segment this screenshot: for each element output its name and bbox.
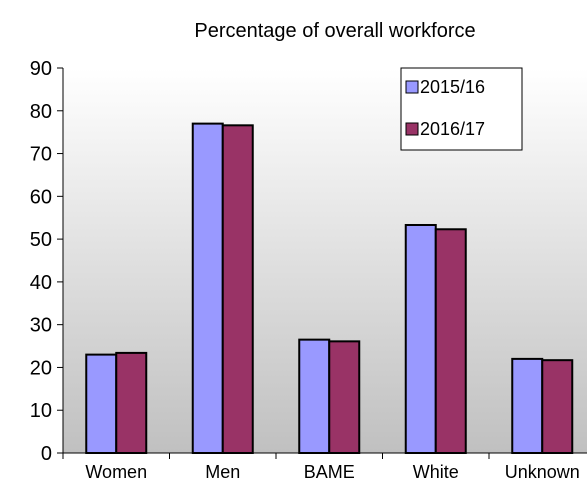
bar-unknown-2016-17 bbox=[541, 359, 574, 454]
x-tick-label-women: Women bbox=[85, 462, 147, 482]
bar-white-2016-17 bbox=[434, 228, 467, 454]
x-axis: Women Men BAME White Unknown bbox=[62, 452, 587, 482]
legend-label-2015-16: 2015/16 bbox=[420, 77, 485, 97]
x-tick-label-white: White bbox=[413, 462, 459, 482]
y-tick-label-70: 70 bbox=[30, 144, 52, 166]
bar-bame-2016-17 bbox=[328, 340, 361, 455]
legend-swatch-2015-16 bbox=[405, 80, 419, 94]
y-tick-label-50: 50 bbox=[30, 229, 52, 251]
y-tick-label-10: 10 bbox=[30, 400, 52, 422]
bar-women-2016-17 bbox=[115, 351, 148, 454]
y-tick-label-0: 0 bbox=[41, 443, 52, 465]
bar-men-2016-17 bbox=[221, 124, 254, 454]
legend-box bbox=[400, 67, 523, 151]
legend-label-2016-17: 2016/17 bbox=[420, 119, 485, 139]
bar-series bbox=[85, 122, 574, 455]
y-tick-label-90: 90 bbox=[30, 58, 52, 80]
y-axis: 0 10 20 30 40 50 60 70 80 90 bbox=[30, 58, 64, 465]
bar-bame-2015-16 bbox=[298, 338, 331, 454]
y-tick-label-80: 80 bbox=[30, 101, 52, 123]
x-tick-label-bame: BAME bbox=[304, 462, 355, 482]
bar-unknown-2015-16 bbox=[511, 357, 544, 454]
bar-men-2015-16 bbox=[191, 122, 224, 454]
y-tick-label-20: 20 bbox=[30, 357, 52, 379]
bar-women-2015-16 bbox=[85, 353, 118, 454]
legend: 2015/16 2016/17 bbox=[400, 67, 523, 151]
chart-title: Percentage of overall workforce bbox=[194, 20, 475, 42]
bar-white-2015-16 bbox=[404, 223, 437, 454]
x-tick-label-men: Men bbox=[205, 462, 240, 482]
legend-swatch-2016-17 bbox=[405, 122, 419, 136]
x-tick-label-unknown: Unknown bbox=[505, 462, 580, 482]
y-tick-label-40: 40 bbox=[30, 272, 52, 294]
y-tick-label-60: 60 bbox=[30, 186, 52, 208]
y-tick-label-30: 30 bbox=[30, 315, 52, 337]
